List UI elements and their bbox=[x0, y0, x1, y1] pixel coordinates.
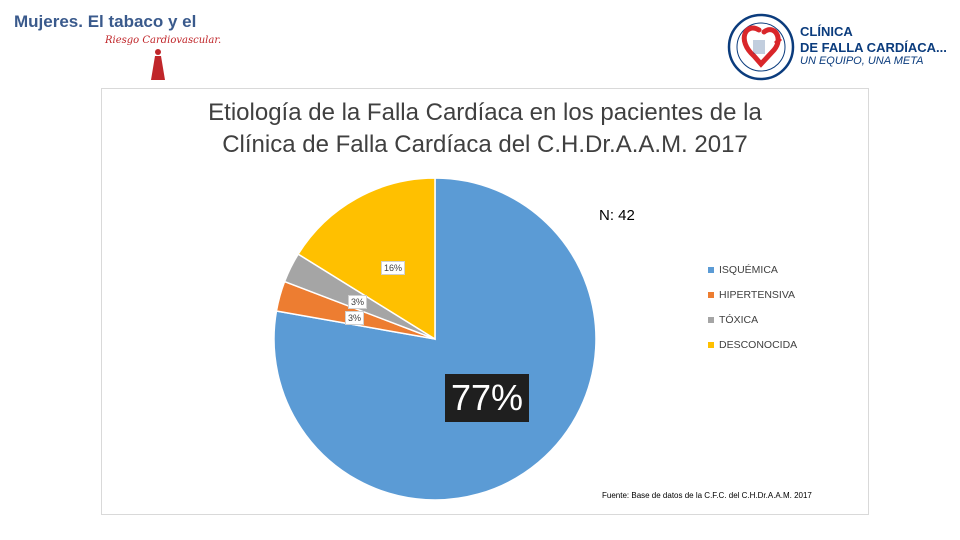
legend-swatch bbox=[708, 291, 714, 298]
clinic-logo: CLÍNICA DE FALLA CARDÍACA... UN EQUIPO, … bbox=[722, 8, 954, 84]
legend-item-hipertensiva: HIPERTENSIVA bbox=[708, 282, 797, 307]
legend-item-isquemica: ISQUÉMICA bbox=[708, 257, 797, 282]
pie-slice-desconocida bbox=[297, 177, 436, 341]
clinic-name-line1: CLÍNICA bbox=[800, 24, 853, 39]
chart-title-line2: Clínica de Falla Cardíaca del C.H.Dr.A.A… bbox=[222, 131, 748, 158]
legend-item-toxica: TÓXICA bbox=[708, 307, 797, 332]
legend-item-desconocida: DESCONOCIDA bbox=[708, 332, 797, 357]
pie-label-toxica: 3% bbox=[348, 295, 368, 309]
chart-title-line1: Etiología de la Falla Cardíaca en los pa… bbox=[208, 99, 762, 126]
legend-label: ISQUÉMICA bbox=[719, 263, 778, 276]
clinic-name-line2: DE FALLA CARDÍACA... bbox=[800, 40, 947, 55]
pie-label-desconocida: 16% bbox=[381, 261, 406, 275]
brand-title: Mujeres. El tabaco y el bbox=[14, 12, 197, 31]
clinic-seal-icon bbox=[727, 13, 795, 81]
legend-label: DESCONOCIDA bbox=[719, 338, 798, 351]
legend-label: HIPERTENSIVA bbox=[719, 288, 796, 301]
clinic-slogan: UN EQUIPO, UNA META bbox=[800, 55, 924, 67]
legend-swatch bbox=[708, 266, 714, 273]
chart-legend: ISQUÉMICA HIPERTENSIVA TÓXICA DESCONOCID… bbox=[708, 257, 797, 357]
chart-container: Etiología de la Falla Cardíaca en los pa… bbox=[101, 88, 869, 515]
pie-label-hipertensiva: 3% bbox=[345, 311, 365, 325]
pie-label-isquemica: 77% bbox=[445, 374, 530, 422]
chart-source-note: Fuente: Base de datos de la C.F.C. del C… bbox=[602, 491, 812, 500]
sample-size-label: N: 42 bbox=[599, 207, 635, 224]
heart-icon bbox=[774, 37, 782, 45]
legend-swatch bbox=[708, 316, 714, 323]
woman-figure-icon bbox=[151, 49, 165, 80]
legend-swatch bbox=[708, 341, 714, 348]
brand-subtitle: Riesgo Cardiovascular. bbox=[105, 35, 222, 46]
brand-header: Mujeres. El tabaco y el Riesgo Cardiovas… bbox=[10, 10, 240, 80]
chart-title: Etiología de la Falla Cardíaca en los pa… bbox=[102, 97, 868, 161]
legend-label: TÓXICA bbox=[719, 313, 759, 326]
